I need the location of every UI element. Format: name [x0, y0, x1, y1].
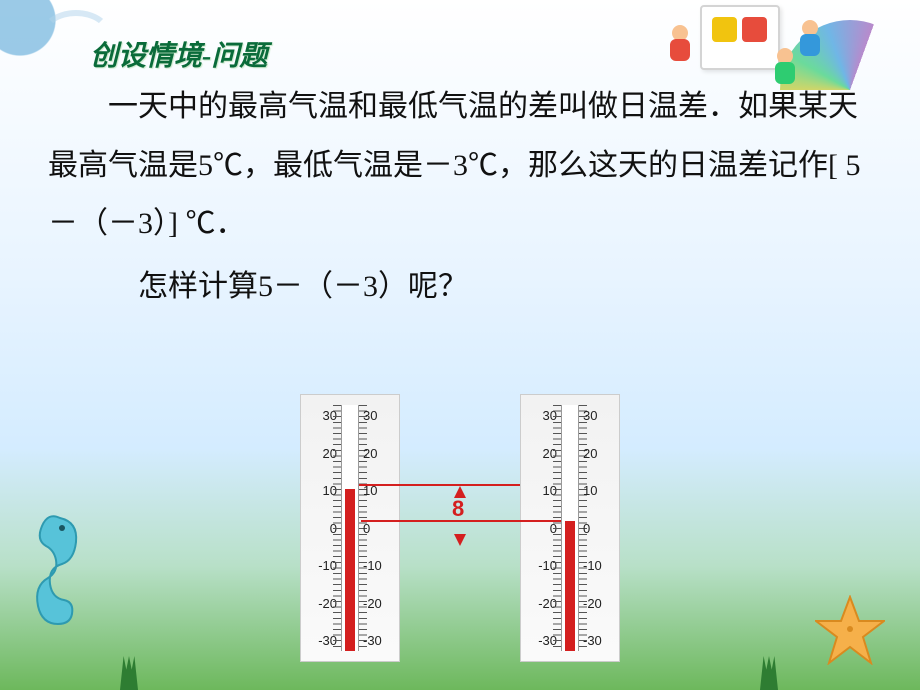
notebook-icon	[700, 5, 780, 70]
tick-label: 20	[363, 447, 377, 460]
tick-label: -20	[363, 597, 382, 610]
tick-label: 0	[363, 522, 370, 535]
reference-line-bottom	[361, 520, 561, 522]
child-figure-icon	[665, 25, 695, 70]
gap-indicator: 8	[430, 394, 490, 662]
tick-label: 0	[583, 522, 590, 535]
thermometer-tube	[561, 405, 579, 651]
mercury-column	[345, 489, 355, 651]
thermometer-tube	[341, 405, 359, 651]
slide-heading: 创设情境-问题	[90, 34, 267, 74]
tick-label: 30	[583, 409, 597, 422]
thermometer-right: 30 20 10 0 -10 -20 -30 30 20 10 0 -10 -2…	[520, 394, 620, 662]
thermometer-left: 30 20 10 0 -10 -20 -30 30 20 10 0 -10 -2…	[300, 394, 400, 662]
tick-label: 20	[583, 447, 597, 460]
tick-label: -30	[363, 634, 382, 647]
scale-right: 30 20 10 0 -10 -20 -30	[363, 409, 393, 647]
gap-value-label: 8	[452, 496, 464, 522]
tick-label: -20	[583, 597, 602, 610]
tick-label: 10	[363, 484, 377, 497]
tick-label: 30	[363, 409, 377, 422]
scale-right: 30 20 10 0 -10 -20 -30	[583, 409, 613, 647]
problem-paragraph: 一天中的最高气温和最低气温的差叫做日温差．如果某天最高气温是5℃，最低气温是－3…	[48, 78, 872, 254]
body-text-block: 一天中的最高气温和最低气温的差叫做日温差．如果某天最高气温是5℃，最低气温是－3…	[48, 78, 872, 316]
seahorse-icon	[20, 510, 90, 630]
thermometer-figure: 30 20 10 0 -10 -20 -30 30 20 10 0 -10 -2…	[300, 394, 620, 662]
problem-question: 怎样计算5－（－3）呢？	[48, 258, 872, 317]
mercury-column	[565, 521, 575, 651]
tick-label: -10	[363, 559, 382, 572]
tick-label: -10	[583, 559, 602, 572]
tick-label: 10	[583, 484, 597, 497]
tick-label: -30	[583, 634, 602, 647]
arrow-down-icon	[454, 534, 466, 546]
